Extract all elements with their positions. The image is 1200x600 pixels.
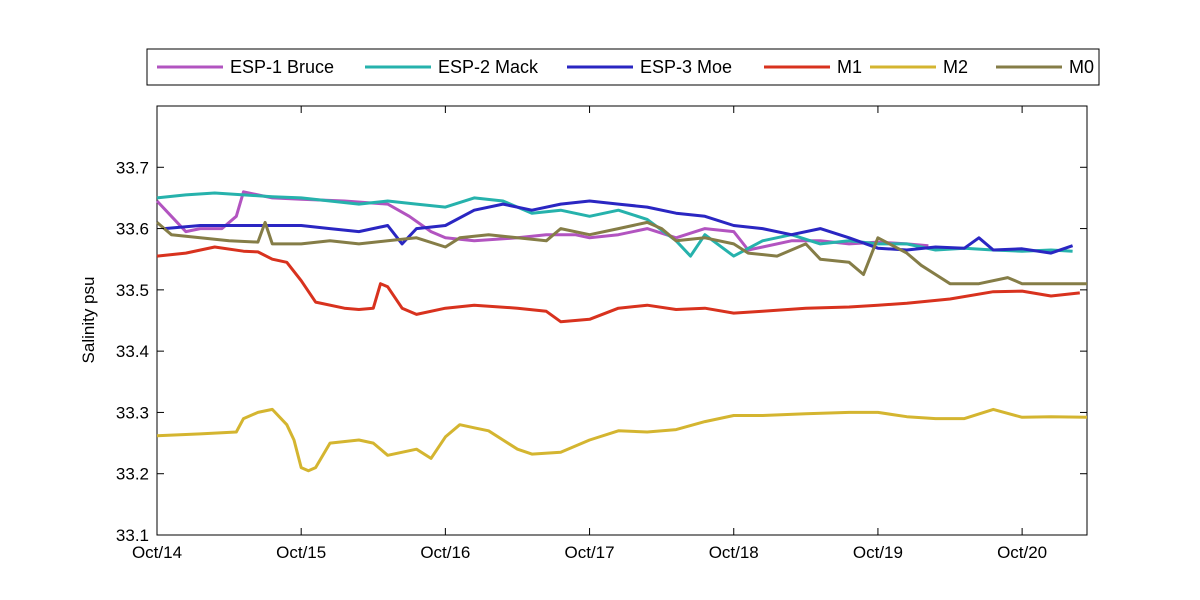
y-tick-label: 33.3 <box>116 403 149 422</box>
y-axis: 33.1 33.2 33.3 33.4 33.5 33.6 33.7 <box>116 158 1087 545</box>
x-axis: Oct/14 Oct/15 Oct/16 Oct/17 Oct/18 Oct/19 Oct/… <box>132 106 1047 562</box>
legend-entry: ESP-2 Mack <box>438 57 539 77</box>
y-tick-label: 33.5 <box>116 281 149 300</box>
y-axis-label: Salinity psu <box>79 277 98 364</box>
series-line-esp-3-moe <box>164 199 1074 255</box>
series-line-m0 <box>156 220 1087 286</box>
legend-entry: ESP-1 Bruce <box>230 57 334 77</box>
plot-area <box>156 105 1088 536</box>
series-line-esp-2-mack <box>156 191 1073 258</box>
x-tick-label: Oct/16 <box>420 543 470 562</box>
series-line-m2 <box>156 407 1088 473</box>
legend: ESP-1 Bruce ESP-2 Mack ESP-3 Moe M1 M2 M0 <box>146 48 1100 86</box>
series-lines <box>155 190 1088 473</box>
y-tick-label: 33.6 <box>116 220 149 239</box>
legend-entry: ESP-3 Moe <box>640 57 732 77</box>
y-tick-label: 33.2 <box>116 465 149 484</box>
y-tick-label: 33.7 <box>116 158 149 177</box>
x-tick-label: Oct/20 <box>997 543 1047 562</box>
y-tick-label: 33.1 <box>116 526 149 545</box>
legend-entry: M1 <box>837 57 862 77</box>
x-tick-label: Oct/14 <box>132 543 182 562</box>
x-tick-label: Oct/19 <box>853 543 903 562</box>
x-tick-label: Oct/15 <box>276 543 326 562</box>
legend-entry: M0 <box>1069 57 1094 77</box>
series-line-m1 <box>156 245 1080 324</box>
legend-entry: M2 <box>943 57 968 77</box>
x-tick-label: Oct/18 <box>709 543 759 562</box>
y-tick-label: 33.4 <box>116 342 149 361</box>
x-tick-label: Oct/17 <box>565 543 615 562</box>
